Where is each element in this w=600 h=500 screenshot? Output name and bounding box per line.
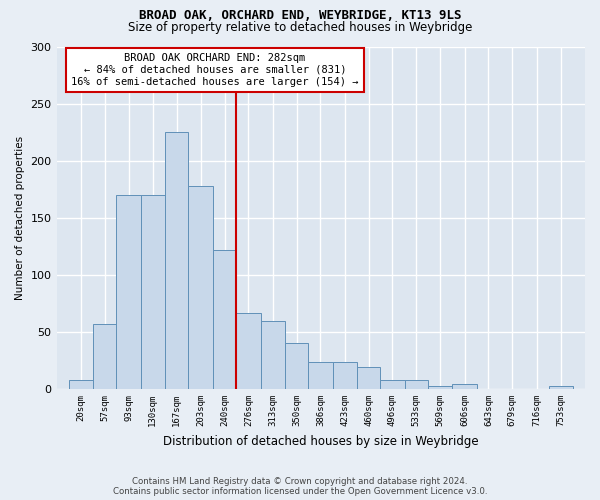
Bar [116,195,140,389]
Bar [285,344,308,389]
Y-axis label: Number of detached properties: Number of detached properties [15,136,25,300]
Text: Contains HM Land Registry data © Crown copyright and database right 2024.
Contai: Contains HM Land Registry data © Crown c… [113,476,487,496]
Bar [68,380,93,389]
Bar [548,386,573,389]
Bar [93,324,116,389]
Bar [213,250,236,389]
Bar [332,362,357,389]
Bar [428,386,452,389]
Bar [260,320,285,389]
Text: Size of property relative to detached houses in Weybridge: Size of property relative to detached ho… [128,21,472,34]
Bar [380,380,404,389]
Bar [357,368,380,389]
Bar [165,132,188,389]
Text: BROAD OAK ORCHARD END: 282sqm
← 84% of detached houses are smaller (831)
16% of : BROAD OAK ORCHARD END: 282sqm ← 84% of d… [71,54,359,86]
Bar [140,195,165,389]
Bar [188,186,213,389]
Text: BROAD OAK, ORCHARD END, WEYBRIDGE, KT13 9LS: BROAD OAK, ORCHARD END, WEYBRIDGE, KT13 … [139,9,461,22]
Bar [308,362,332,389]
X-axis label: Distribution of detached houses by size in Weybridge: Distribution of detached houses by size … [163,434,479,448]
Bar [236,312,260,389]
Bar [452,384,476,389]
Bar [404,380,428,389]
